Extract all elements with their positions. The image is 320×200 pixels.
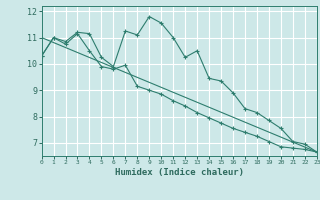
X-axis label: Humidex (Indice chaleur): Humidex (Indice chaleur)	[115, 168, 244, 177]
